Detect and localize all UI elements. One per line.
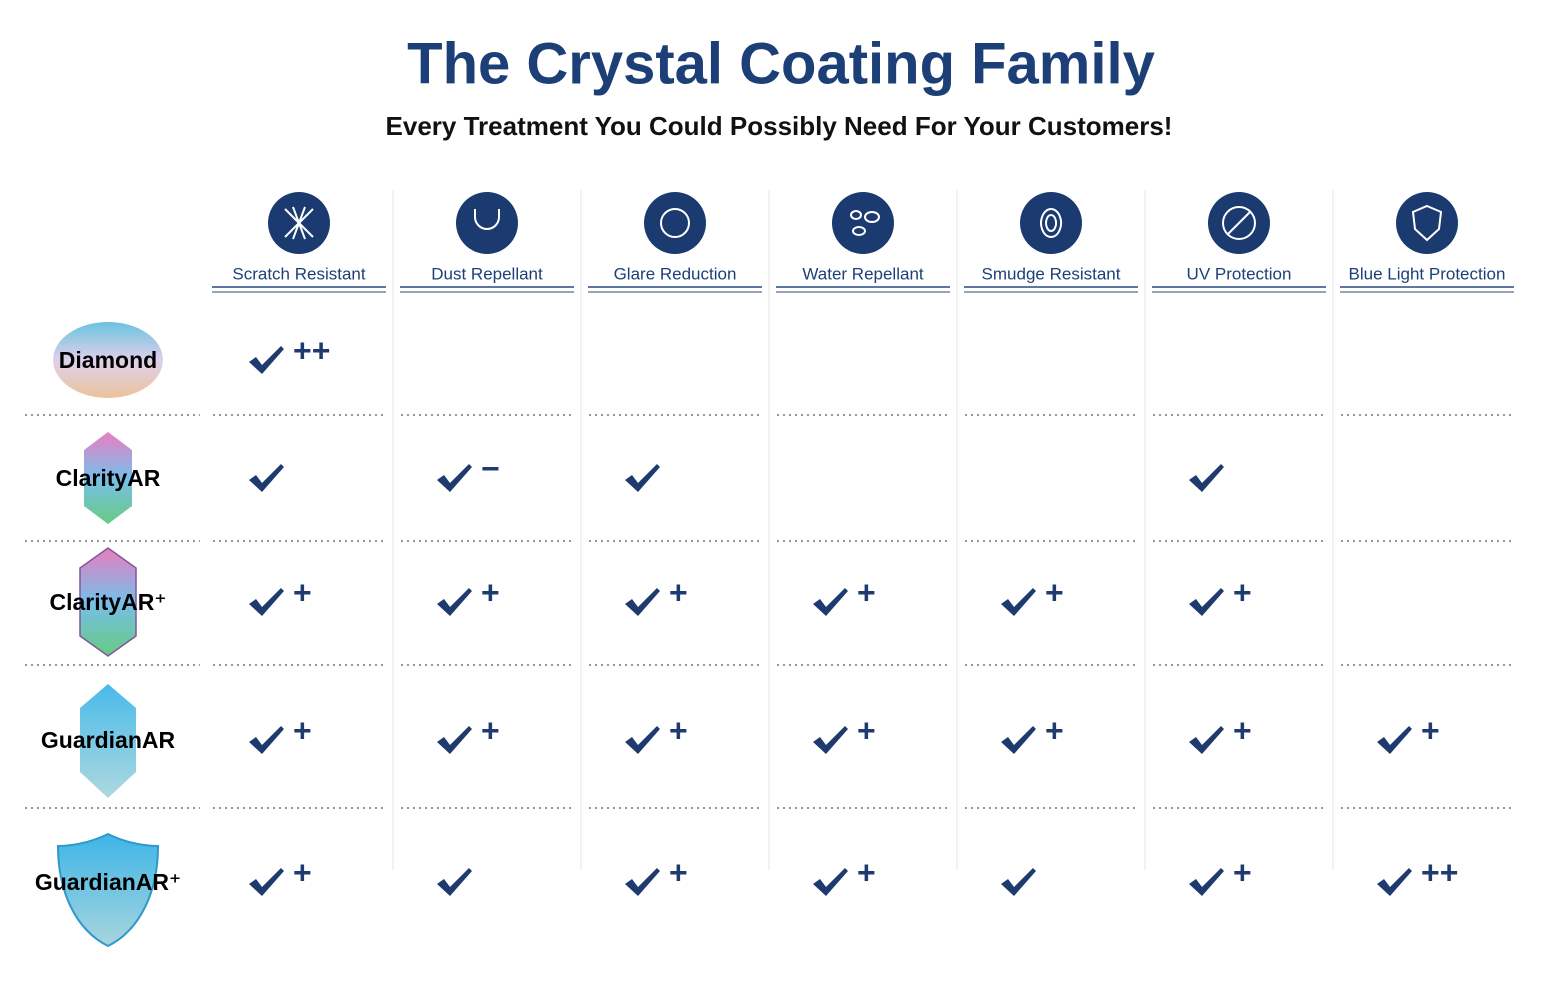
product-logo xyxy=(84,432,132,524)
check-icon xyxy=(437,464,472,492)
check-icon xyxy=(1001,868,1036,896)
feature-label: Dust Repellant xyxy=(431,264,543,283)
feature-icon xyxy=(456,192,518,254)
check-icon xyxy=(1189,588,1224,616)
feature-glyph xyxy=(1040,208,1063,238)
product-name: ClarityAR xyxy=(56,465,161,491)
feature-glyph xyxy=(660,208,691,238)
check-icon xyxy=(437,726,472,754)
check-icon xyxy=(813,868,848,896)
modifier: + xyxy=(1233,574,1252,610)
feature-icon xyxy=(1020,192,1082,254)
product-name: GuardianAR xyxy=(41,727,176,753)
modifier: − xyxy=(481,450,500,486)
feature-label: Smudge Resistant xyxy=(982,264,1121,283)
modifier: + xyxy=(1233,854,1252,890)
title: The Crystal Coating Family xyxy=(407,31,1155,96)
feature-glyph xyxy=(1411,204,1443,242)
feature-label: UV Protection xyxy=(1187,264,1292,283)
check-icon xyxy=(813,726,848,754)
feature-label: Water Repellant xyxy=(802,264,924,283)
modifier: ++ xyxy=(1421,854,1458,890)
check-icon xyxy=(1001,588,1036,616)
feature-icon xyxy=(1396,192,1458,254)
product-logo xyxy=(56,832,160,948)
feature-glyph xyxy=(1222,206,1257,240)
feature-glyph xyxy=(284,206,314,240)
feature-glyph xyxy=(474,209,500,230)
check-icon xyxy=(249,346,284,374)
feature-icon xyxy=(644,192,706,254)
modifier: + xyxy=(1045,712,1064,748)
check-icon xyxy=(437,588,472,616)
check-icon xyxy=(1189,464,1224,492)
modifier: + xyxy=(857,854,876,890)
check-icon xyxy=(625,868,660,896)
product-name: GuardianAR⁺ xyxy=(35,869,181,895)
modifier: + xyxy=(293,574,312,610)
modifier: + xyxy=(857,712,876,748)
feature-label: Blue Light Protection xyxy=(1349,264,1506,283)
product-name: Diamond xyxy=(59,347,157,373)
product-name: ClarityAR⁺ xyxy=(50,589,167,615)
product-logo xyxy=(80,684,136,798)
subtitle: Every Treatment You Could Possibly Need … xyxy=(386,111,1173,141)
modifier: + xyxy=(669,574,688,610)
check-icon xyxy=(249,464,284,492)
feature-glyph xyxy=(850,210,881,236)
check-icon xyxy=(249,868,284,896)
product-logo xyxy=(79,547,137,657)
check-icon xyxy=(1377,726,1412,754)
check-icon xyxy=(1189,868,1224,896)
check-icon xyxy=(249,588,284,616)
check-icon xyxy=(625,588,660,616)
modifier: + xyxy=(293,712,312,748)
modifier: + xyxy=(857,574,876,610)
check-icon xyxy=(1377,868,1412,896)
feature-label: Glare Reduction xyxy=(614,264,737,283)
modifier: + xyxy=(293,854,312,890)
modifier: + xyxy=(481,712,500,748)
feature-label: Scratch Resistant xyxy=(232,264,365,283)
modifier: + xyxy=(1233,712,1252,748)
check-icon xyxy=(813,588,848,616)
check-icon xyxy=(625,726,660,754)
product-logo xyxy=(53,322,163,398)
check-icon xyxy=(625,464,660,492)
check-icon xyxy=(249,726,284,754)
check-icon xyxy=(1001,726,1036,754)
modifier: + xyxy=(481,574,500,610)
check-icon xyxy=(1189,726,1224,754)
modifier: ++ xyxy=(293,332,330,368)
modifier: + xyxy=(669,712,688,748)
modifier: + xyxy=(669,854,688,890)
modifier: + xyxy=(1421,712,1440,748)
check-icon xyxy=(437,868,472,896)
feature-icon xyxy=(832,192,894,254)
modifier: + xyxy=(1045,574,1064,610)
